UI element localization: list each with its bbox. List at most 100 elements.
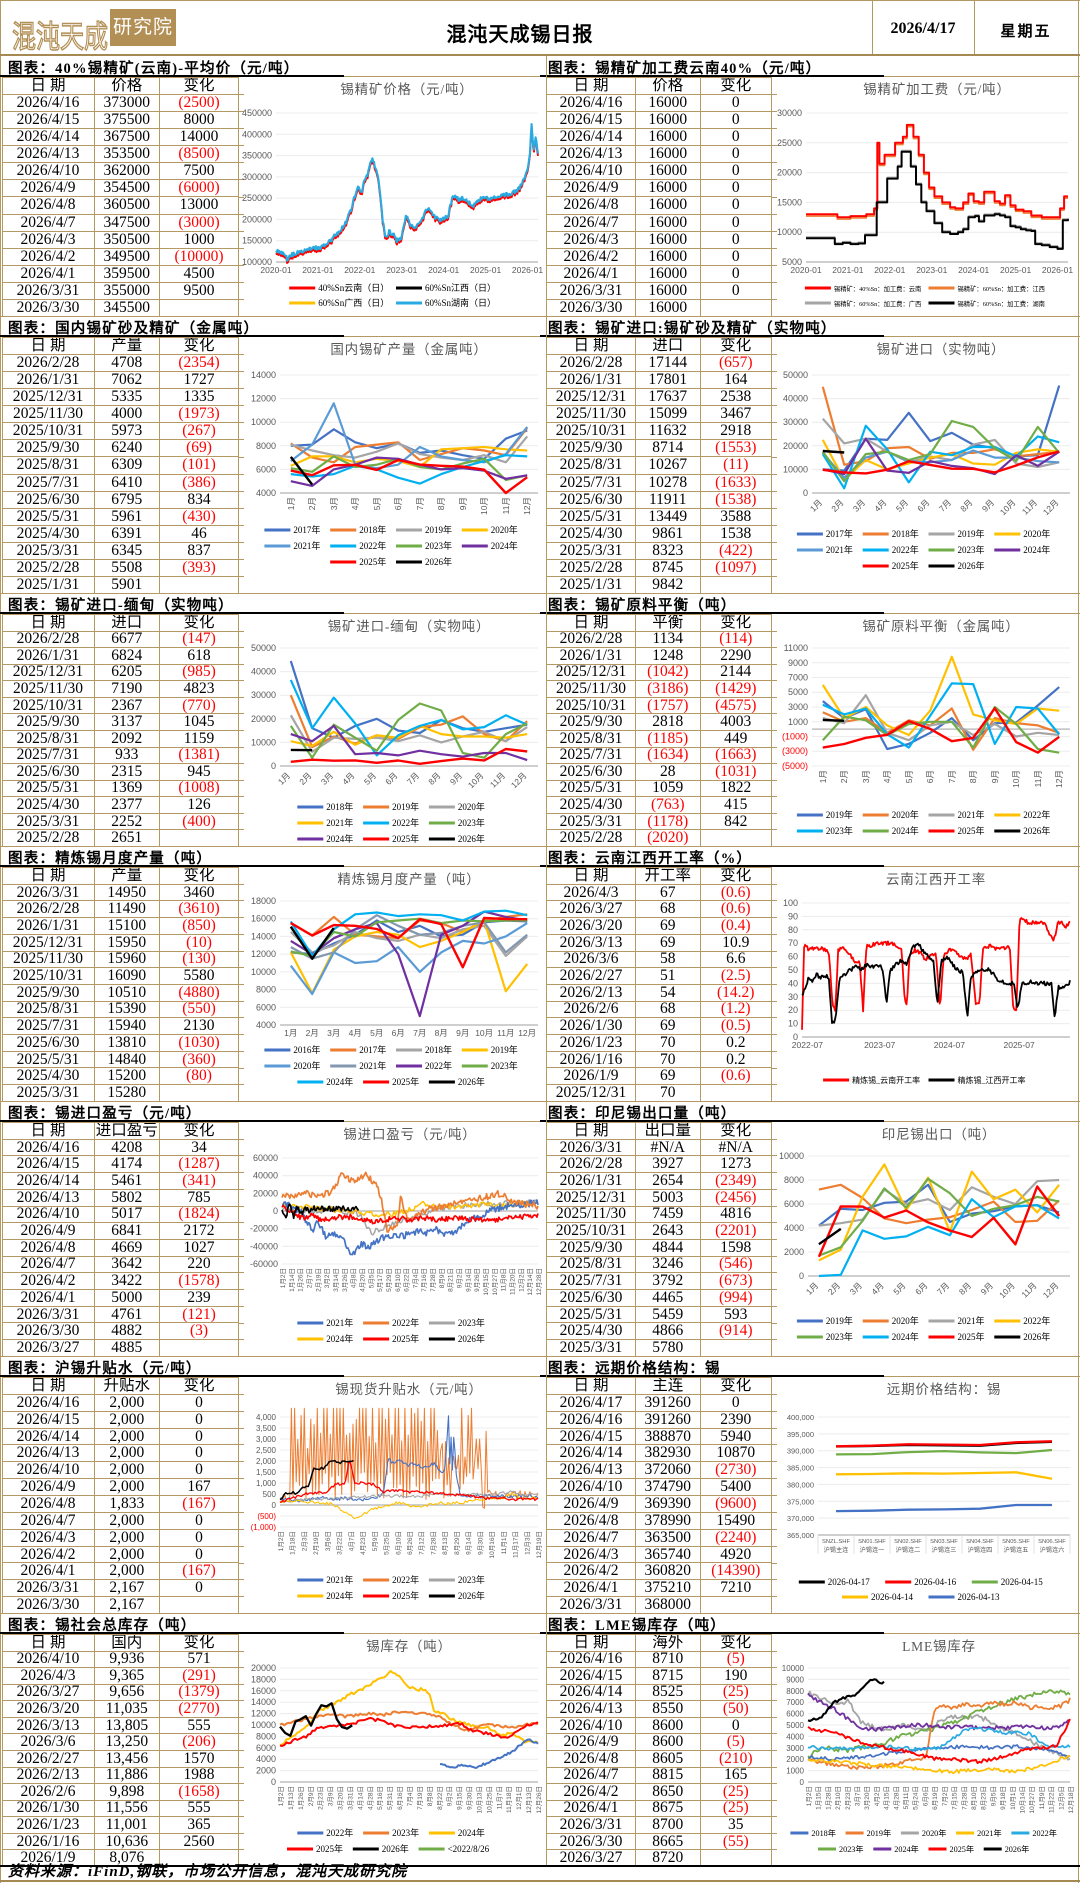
svg-text:8月23日: 8月23日 (980, 1786, 988, 1810)
svg-text:8月8日: 8月8日 (426, 1786, 434, 1806)
svg-text:18000: 18000 (251, 1674, 276, 1684)
svg-text:2024年: 2024年 (892, 1331, 919, 1342)
svg-text:12月28日: 12月28日 (535, 1268, 543, 1295)
svg-text:2021年: 2021年 (826, 544, 853, 555)
svg-text:3000: 3000 (788, 702, 808, 712)
svg-text:9月: 9月 (979, 1280, 995, 1296)
svg-text:400,000: 400,000 (787, 1413, 814, 1422)
svg-text:4月: 4月 (872, 497, 888, 513)
svg-text:3月6日: 3月6日 (324, 1531, 332, 1551)
svg-text:10000: 10000 (779, 1151, 804, 1161)
svg-text:2025年: 2025年 (392, 1590, 419, 1601)
svg-text:2020-01: 2020-01 (790, 265, 821, 275)
svg-text:2026年: 2026年 (1005, 1844, 1030, 1854)
svg-text:7月28日: 7月28日 (429, 1268, 437, 1292)
svg-text:2000: 2000 (784, 1247, 804, 1257)
svg-text:SNZL.SHF: SNZL.SHF (822, 1539, 850, 1545)
svg-text:2025年: 2025年 (958, 1331, 985, 1342)
svg-text:10000: 10000 (251, 737, 276, 747)
svg-text:0: 0 (273, 1206, 278, 1216)
svg-text:2024年: 2024年 (491, 540, 518, 551)
svg-text:10月13日: 10月13日 (476, 1786, 484, 1813)
svg-text:30000: 30000 (251, 690, 276, 700)
svg-text:6月26日: 6月26日 (406, 1531, 414, 1555)
svg-text:2000: 2000 (786, 1755, 804, 1764)
svg-text:2024年: 2024年 (894, 1844, 919, 1854)
svg-text:2024年: 2024年 (458, 1827, 485, 1838)
svg-text:9月15日: 9月15日 (456, 1786, 464, 1810)
svg-text:2020年: 2020年 (922, 1828, 947, 1838)
svg-text:6月22日: 6月22日 (403, 1268, 411, 1292)
svg-text:2023年: 2023年 (392, 1827, 419, 1838)
svg-text:10000: 10000 (251, 1720, 276, 1730)
svg-text:11月: 11月 (501, 497, 511, 514)
svg-text:4月: 4月 (349, 1028, 362, 1038)
svg-text:14000: 14000 (251, 931, 276, 941)
svg-text:7月: 7月 (935, 1280, 951, 1296)
svg-text:1月: 1月 (284, 1028, 297, 1038)
svg-text:18000: 18000 (251, 896, 276, 906)
svg-text:12月: 12月 (509, 770, 529, 790)
svg-text:9月5日: 9月5日 (989, 1786, 997, 1806)
svg-text:精炼锡月度产量（吨）: 精炼锡月度产量（吨） (338, 872, 481, 887)
svg-text:50000: 50000 (783, 370, 808, 380)
svg-text:<2022/8/26: <2022/8/26 (448, 1844, 490, 1854)
svg-text:2020年: 2020年 (293, 1060, 320, 1071)
svg-text:11月: 11月 (488, 770, 507, 789)
svg-text:2月3日: 2月3日 (301, 1531, 309, 1551)
svg-text:2021年: 2021年 (293, 540, 320, 551)
svg-text:1月: 1月 (804, 1280, 820, 1296)
svg-text:6月: 6月 (915, 497, 931, 513)
svg-text:3月14日: 3月14日 (332, 1268, 340, 1292)
svg-text:11月1日: 11月1日 (500, 1531, 508, 1554)
svg-text:5月16日: 5月16日 (376, 1786, 384, 1810)
svg-text:11月9日: 11月9日 (1038, 1786, 1046, 1809)
svg-text:1月2日: 1月2日 (277, 1786, 285, 1806)
svg-text:2019年: 2019年 (826, 809, 853, 820)
svg-text:16000: 16000 (251, 914, 276, 924)
svg-text:25000: 25000 (777, 138, 802, 148)
svg-text:0: 0 (803, 488, 808, 498)
svg-text:60000: 60000 (253, 1153, 278, 1163)
svg-text:11月8日: 11月8日 (500, 1268, 508, 1291)
svg-text:6月6日: 6月6日 (921, 1786, 929, 1806)
svg-text:2023-07: 2023-07 (864, 1040, 895, 1050)
svg-text:1月2日: 1月2日 (277, 1531, 285, 1551)
svg-text:1000: 1000 (786, 1767, 804, 1776)
svg-text:10月: 10月 (1011, 770, 1021, 788)
svg-text:14000: 14000 (251, 370, 276, 380)
svg-text:(5000): (5000) (782, 761, 808, 771)
svg-text:3月: 3月 (861, 770, 871, 783)
svg-text:500: 500 (263, 1490, 277, 1499)
svg-text:5月: 5月 (372, 497, 382, 510)
svg-text:2025-01: 2025-01 (470, 265, 501, 275)
svg-text:6000: 6000 (784, 1199, 804, 1209)
svg-text:1月2日: 1月2日 (805, 1786, 813, 1806)
svg-text:7月15日: 7月15日 (951, 1786, 959, 1810)
svg-text:沪锡连一: 沪锡连一 (860, 1546, 885, 1554)
svg-text:12月13日: 12月13日 (525, 1786, 533, 1813)
svg-text:9月: 9月 (448, 770, 464, 786)
svg-text:国内锡矿产量（金属吨）: 国内锡矿产量（金属吨） (330, 342, 487, 357)
svg-text:8月9日: 8月9日 (438, 1268, 446, 1288)
svg-text:2月: 2月 (839, 770, 849, 783)
svg-text:2023年: 2023年 (491, 1060, 518, 1071)
svg-text:12月: 12月 (522, 497, 532, 515)
svg-text:3月7日: 3月7日 (854, 1786, 862, 1806)
svg-text:2016年: 2016年 (293, 1044, 320, 1055)
svg-text:1月2日: 1月2日 (279, 1268, 287, 1288)
svg-text:-20000: -20000 (250, 1224, 278, 1234)
svg-text:3月: 3月 (851, 497, 867, 513)
svg-text:SN01.SHF: SN01.SHF (858, 1539, 886, 1545)
svg-text:40: 40 (788, 978, 798, 988)
svg-text:0: 0 (271, 1777, 276, 1787)
svg-text:4月14日: 4月14日 (356, 1786, 364, 1810)
svg-text:2026年: 2026年 (425, 556, 452, 567)
svg-text:3月20日: 3月20日 (337, 1786, 345, 1810)
svg-text:锡精矿：40%Sn：加工费：云南: 锡精矿：40%Sn：加工费：云南 (834, 284, 921, 293)
svg-text:10月: 10月 (479, 497, 489, 515)
svg-text:20000: 20000 (777, 168, 802, 178)
svg-text:锡进口盈亏（元/吨）: 锡进口盈亏（元/吨） (343, 1127, 476, 1142)
svg-text:3,500: 3,500 (256, 1424, 277, 1433)
svg-text:6000: 6000 (256, 1002, 276, 1012)
